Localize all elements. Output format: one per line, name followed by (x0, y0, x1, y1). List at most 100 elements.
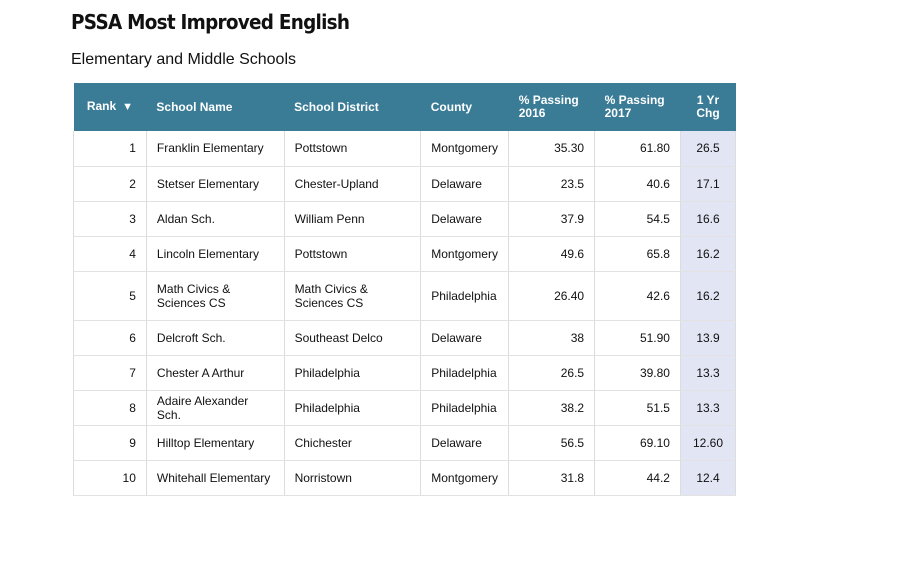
cell-passing-2017: 61.80 (594, 131, 681, 167)
column-header-county[interactable]: County (420, 83, 509, 131)
column-header-change-line1: 1 Yr (696, 93, 720, 107)
cell-passing-2016: 26.40 (508, 271, 596, 321)
column-header-passing-2016[interactable]: % Passing 2016 (508, 83, 595, 131)
cell-county: Delaware (420, 320, 510, 356)
cell-school-name: Whitehall Elementary (146, 460, 285, 496)
column-header-change[interactable]: 1 Yr Chg (680, 83, 736, 131)
cell-passing-2017: 69.10 (594, 425, 681, 461)
cell-rank: 3 (73, 201, 147, 237)
cell-county: Montgomery (420, 131, 510, 167)
cell-school-name: Hilltop Elementary (146, 425, 285, 461)
column-header-district-label: School District (294, 99, 379, 114)
cell-rank: 10 (73, 460, 147, 496)
table-row: 5 Math Civics & Sciences CS Math Civics & … (73, 271, 737, 321)
cell-one-year-change: 13.9 (680, 320, 737, 356)
cell-one-year-change: 16.6 (680, 201, 737, 237)
page-subtitle: Elementary and Middle Schools (71, 51, 297, 68)
cell-passing-2016: 26.5 (508, 355, 596, 391)
column-header-passing-2017-line2: 2017 (604, 106, 632, 120)
page-title: PSSA Most Improved English (71, 10, 350, 34)
cell-county: Delaware (420, 201, 510, 237)
cell-school-name: Delcroft Sch. (146, 320, 285, 356)
table-row: 1 Franklin Elementary Pottstown Montgomery 3… (73, 131, 737, 167)
cell-school-name: Chester A Arthur (146, 355, 285, 391)
cell-school-district: Chichester (284, 425, 422, 461)
cell-rank: 4 (73, 236, 147, 272)
cell-passing-2016: 38 (508, 320, 596, 356)
column-header-school-label: School Name (156, 99, 233, 114)
cell-one-year-change: 13.3 (680, 390, 737, 426)
cell-county: Montgomery (420, 460, 510, 496)
cell-passing-2016: 38.2 (508, 390, 596, 426)
cell-passing-2016: 23.5 (508, 166, 596, 202)
cell-school-district: William Penn (284, 201, 422, 237)
cell-school-district: Pottstown (284, 131, 422, 167)
sort-descending-icon[interactable]: ▼ (122, 101, 134, 113)
cell-passing-2016: 31.8 (508, 460, 596, 496)
cell-school-name: Adaire Alexander Sch. (146, 390, 285, 426)
cell-school-name: Franklin Elementary (146, 131, 285, 167)
cell-passing-2016: 56.5 (508, 425, 596, 461)
cell-school-district: Philadelphia (284, 390, 422, 426)
cell-school-district: Chester-Upland (284, 166, 422, 202)
cell-county: Philadelphia (420, 355, 510, 391)
cell-rank: 7 (73, 355, 147, 391)
cell-passing-2016: 49.6 (508, 236, 596, 272)
cell-school-district: Math Civics & Sciences CS (284, 271, 422, 321)
column-header-passing-2017[interactable]: % Passing 2017 (594, 83, 681, 131)
cell-rank: 6 (73, 320, 147, 356)
column-header-passing-2017-line1: % Passing (604, 93, 665, 107)
cell-one-year-change: 26.5 (680, 131, 737, 167)
table-row: 9 Hilltop Elementary Chichester Delaware 56.… (73, 425, 737, 461)
table-row: 6 Delcroft Sch. Southeast Delco Delaware 38 5… (73, 320, 737, 356)
cell-county: Philadelphia (420, 271, 510, 321)
column-header-passing-2016-line2: 2016 (518, 106, 546, 120)
cell-passing-2016: 37.9 (508, 201, 596, 237)
cell-passing-2017: 42.6 (594, 271, 681, 321)
cell-rank: 2 (73, 166, 147, 202)
cell-rank: 8 (73, 390, 147, 426)
table-row: 8 Adaire Alexander Sch. Philadelphia Philad… (73, 390, 737, 426)
cell-school-district: Southeast Delco (284, 320, 422, 356)
column-header-school[interactable]: School Name (146, 83, 285, 131)
table-header: Rank ▼ School Name School District County… (73, 83, 736, 131)
cell-school-district: Philadelphia (284, 355, 422, 391)
cell-passing-2017: 65.8 (594, 236, 681, 272)
cell-school-name: Stetser Elementary (146, 166, 285, 202)
cell-passing-2017: 54.5 (594, 201, 681, 237)
table-row: 7 Chester A Arthur Philadelphia Philadelphi… (73, 355, 737, 391)
cell-passing-2016: 35.30 (508, 131, 596, 167)
cell-county: Philadelphia (420, 390, 510, 426)
column-header-rank[interactable]: Rank ▼ (73, 83, 147, 131)
column-header-passing-2016-line1: % Passing (518, 93, 579, 107)
cell-one-year-change: 13.3 (680, 355, 737, 391)
cell-school-name: Lincoln Elementary (146, 236, 285, 272)
cell-rank: 9 (73, 425, 147, 461)
column-header-change-line2: Chg (696, 106, 720, 120)
cell-county: Delaware (420, 425, 510, 461)
cell-one-year-change: 12.60 (680, 425, 737, 461)
cell-passing-2017: 39.80 (594, 355, 681, 391)
rankings-table: Rank ▼ School Name School District County… (73, 83, 737, 496)
column-header-county-label: County (430, 99, 473, 114)
table-row: 4 Lincoln Elementary Pottstown Montgomery 49… (73, 236, 737, 272)
column-header-rank-label: Rank (86, 99, 117, 113)
cell-one-year-change: 16.2 (680, 271, 737, 321)
column-header-district[interactable]: School District (284, 83, 421, 131)
cell-county: Delaware (420, 166, 510, 202)
cell-passing-2017: 51.5 (594, 390, 681, 426)
cell-passing-2017: 51.90 (594, 320, 681, 356)
table-body: 1 Franklin Elementary Pottstown Montgomery 3… (73, 131, 737, 496)
cell-rank: 1 (73, 131, 147, 167)
cell-school-name: Aldan Sch. (146, 201, 285, 237)
cell-one-year-change: 12.4 (680, 460, 737, 496)
cell-rank: 5 (73, 271, 147, 321)
cell-passing-2017: 44.2 (594, 460, 681, 496)
cell-school-district: Norristown (284, 460, 422, 496)
table-row: 2 Stetser Elementary Chester-Upland Delawar… (73, 166, 737, 202)
cell-one-year-change: 16.2 (680, 236, 737, 272)
table-row: 10 Whitehall Elementary Norristown Montgome… (73, 460, 737, 496)
cell-school-name: Math Civics & Sciences CS (146, 271, 285, 321)
cell-school-district: Pottstown (284, 236, 422, 272)
cell-county: Montgomery (420, 236, 510, 272)
